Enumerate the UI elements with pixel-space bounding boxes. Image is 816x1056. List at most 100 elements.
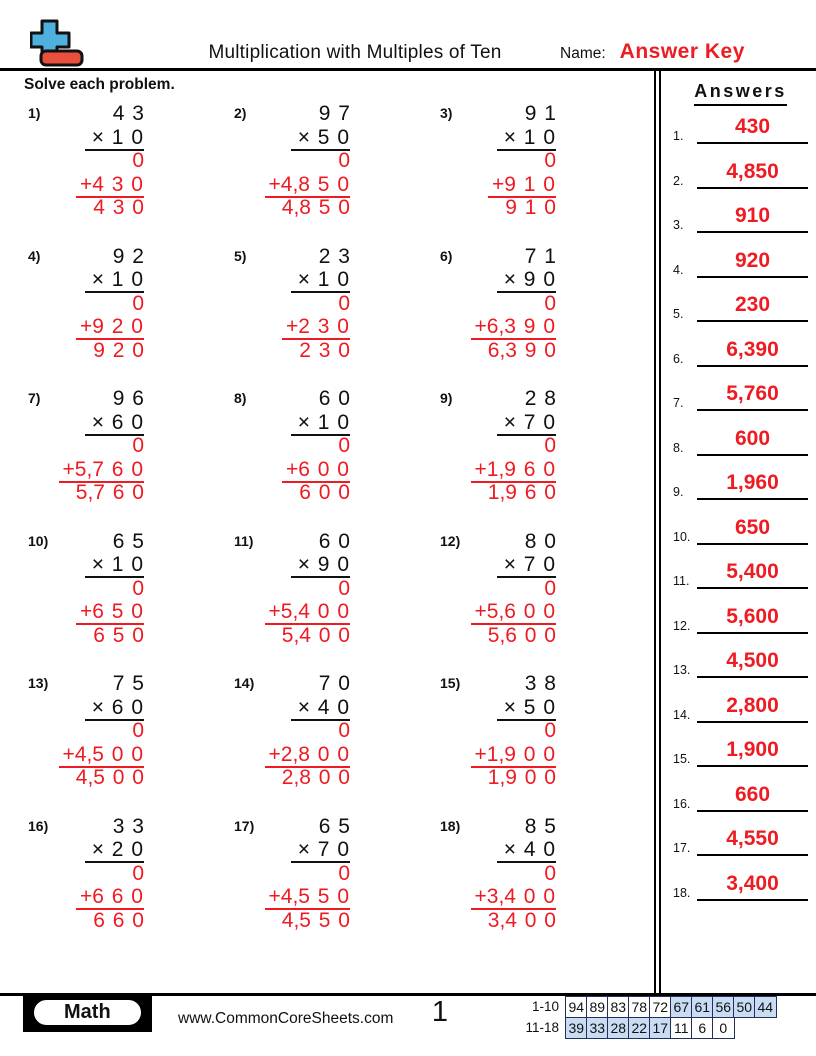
answer-item-16: 16. 660 [673, 783, 808, 812]
problem-number: 9) [440, 390, 453, 406]
problem-number: 15) [440, 675, 461, 691]
answer-item-5: 5. 230 [673, 293, 808, 322]
score-cell: 89 [586, 996, 609, 1018]
multiplier: × 5 0 [260, 125, 350, 151]
partial-product-tens: +9 1 0 [466, 172, 556, 198]
answer-item-2: 2. 4,850 [673, 160, 808, 189]
score-cell: 67 [670, 996, 693, 1018]
answer-key-text: Answer Key [619, 40, 745, 63]
problem-6: 6) 7 1 × 9 0 0 +6,3 9 0 6,3 9 0 [440, 245, 646, 363]
partial-product-tens: +4,5 5 0 [260, 885, 350, 910]
answer-number: 3. [673, 218, 684, 232]
multiplier: × 4 0 [466, 838, 556, 863]
answer-value: 2,800 [697, 694, 808, 723]
answer-item-1: 1. 430 [673, 115, 808, 144]
partial-product-ones: 0 [132, 149, 144, 172]
partial-product-tens: +4,5 0 0 [54, 742, 144, 768]
multiplicand: 4 3 [112, 102, 144, 125]
score-cell: 50 [733, 996, 756, 1018]
answer-item-3: 3. 910 [673, 204, 808, 233]
footer-divider [0, 993, 816, 996]
answer-item-14: 14. 2,800 [673, 694, 808, 723]
partial-product-tens: +6 0 0 [260, 457, 350, 483]
answer-value: 1,960 [697, 471, 808, 500]
partial-product-tens: +2 3 0 [260, 315, 350, 340]
product: 9 1 0 [505, 196, 556, 219]
problem-number: 12) [440, 532, 461, 549]
partial-product-ones: 0 [338, 719, 350, 742]
answer-item-17: 17. 4,550 [673, 827, 808, 856]
problem-work: 7 1 × 9 0 0 +6,3 9 0 6,3 9 0 [466, 245, 556, 363]
problem-9: 9) 2 8 × 7 0 0 +1,9 6 0 1,9 6 0 [440, 387, 646, 505]
problem-13: 13) 7 5 × 6 0 0 +4,5 0 0 4,5 0 0 [28, 672, 234, 790]
partial-product-tens: +5,6 0 0 [466, 600, 556, 625]
multiplicand: 6 0 [318, 387, 350, 410]
answer-value: 5,400 [697, 560, 808, 589]
partial-product-ones: 0 [338, 291, 350, 315]
problem-12: 12) 8 0 × 7 0 0 +5,6 0 0 5,6 0 0 [440, 530, 646, 648]
instruction-text: Solve each problem. [24, 76, 175, 93]
answer-number: 6. [673, 351, 684, 366]
answer-item-15: 15. 1,900 [673, 738, 808, 767]
answer-value: 3,400 [697, 872, 808, 901]
product: 4 3 0 [93, 196, 144, 219]
partial-product-tens: +5,4 0 0 [260, 600, 350, 625]
partial-product-tens: +4 3 0 [54, 172, 144, 198]
multiplicand: 9 1 [524, 102, 556, 125]
name-label: Name: [560, 45, 606, 62]
partial-product-ones: 0 [132, 861, 144, 885]
answers-list: 1. 430 2. 4,850 3. 910 4. 920 5. 230 6. 6,390 7. 5,76… [673, 115, 808, 901]
answer-value: 4,550 [697, 827, 808, 856]
problem-work: 9 7 × 5 0 0 +4,8 5 0 4,8 5 0 [260, 102, 350, 220]
product: 6 0 0 [299, 481, 350, 504]
problem-number: 5) [234, 247, 247, 264]
product: 9 2 0 [93, 338, 144, 362]
multiplicand: 9 2 [112, 244, 144, 268]
score-cell: 39 [565, 1016, 588, 1039]
answer-number: 12. [673, 618, 691, 633]
score-cell: 17 [649, 1016, 672, 1039]
partial-product-tens: +4,8 5 0 [260, 172, 350, 198]
partial-product-tens: +6,3 9 0 [466, 315, 556, 340]
partial-product-ones: 0 [544, 861, 556, 885]
problem-number: 10) [28, 532, 49, 549]
partial-product-ones: 0 [544, 291, 556, 315]
answer-value: 910 [697, 204, 808, 233]
problem-15: 15) 3 8 × 5 0 0 +1,9 0 0 1,9 0 0 [440, 672, 646, 790]
multiplier: × 1 0 [260, 410, 350, 436]
answer-item-11: 11. 5,400 [673, 560, 808, 589]
commoncoresheets-logo [30, 19, 84, 67]
score-cell: 6 [691, 1016, 714, 1039]
partial-product-ones: 0 [544, 576, 556, 600]
problem-number: 17) [234, 817, 255, 834]
problem-2: 2) 9 7 × 5 0 0 +4,8 5 0 4,8 5 0 [234, 102, 440, 220]
score-row-1-10: 1-10 94 89 83 78 72 67 61 56 50 44 [520, 996, 777, 1018]
problem-7: 7) 9 6 × 6 0 0 +5,7 6 0 5,7 6 0 [28, 387, 234, 505]
multiplier: × 1 0 [54, 553, 144, 578]
product: 1,9 6 0 [487, 481, 556, 504]
multiplicand: 6 5 [112, 529, 144, 553]
multiplier: × 9 0 [466, 268, 556, 293]
answer-number: 2. [673, 173, 684, 188]
problem-work: 6 0 × 9 0 0 +5,4 0 0 5,4 0 0 [260, 530, 350, 648]
multiplicand: 7 0 [318, 672, 350, 695]
multiplicand: 8 5 [524, 814, 556, 838]
multiplicand: 9 6 [112, 387, 144, 410]
problem-work: 9 6 × 6 0 0 +5,7 6 0 5,7 6 0 [54, 387, 144, 505]
score-cell: 11 [670, 1016, 693, 1039]
answer-value: 5,760 [697, 382, 808, 411]
product: 6,3 9 0 [487, 338, 556, 362]
problem-number: 18) [440, 817, 461, 834]
score-cell: 94 [565, 996, 588, 1018]
multiplicand: 9 7 [318, 102, 350, 125]
product: 2 3 0 [299, 338, 350, 362]
answer-value: 6,390 [697, 338, 808, 367]
score-cell: 0 [712, 1016, 735, 1039]
name-row: Name: Answer Key [560, 40, 745, 64]
multiplicand: 3 8 [524, 672, 556, 695]
